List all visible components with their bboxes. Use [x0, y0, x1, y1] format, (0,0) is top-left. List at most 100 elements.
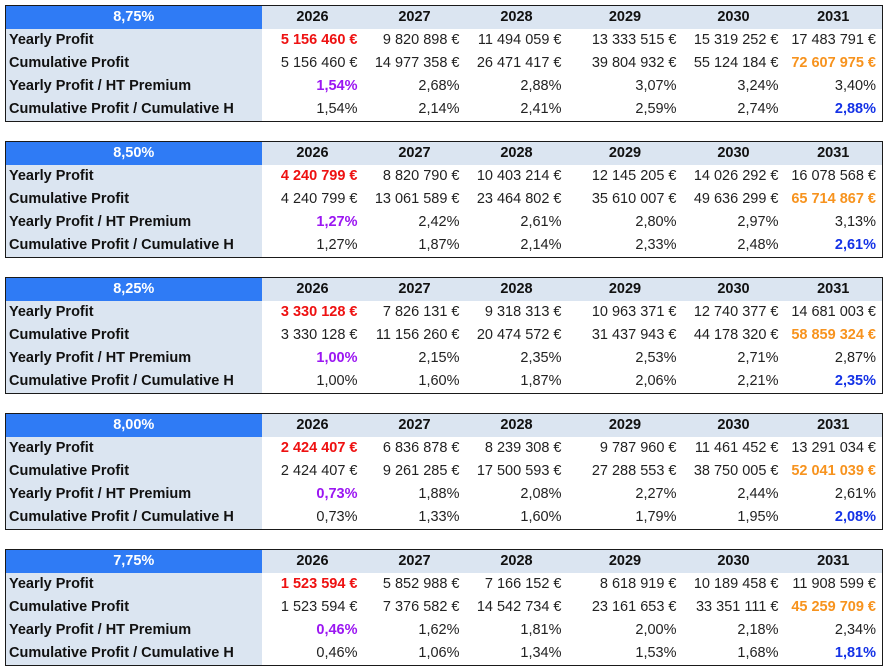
row-label: Yearly Profit — [5, 573, 262, 596]
year-cell: 2027 — [363, 277, 466, 301]
value-cell: 2,44% — [737, 486, 779, 502]
year-cell: 2031 — [784, 5, 883, 29]
scenario-table: 8,75% 2026 2027 2028 2029 2030 2031 Yearly Prof… — [5, 5, 883, 122]
year-cell: 2026 — [261, 5, 364, 29]
value-cell: 3,07% — [635, 78, 677, 94]
rate-cell: 8,50% — [5, 141, 262, 165]
value-cell: 65 714 867 € — [791, 191, 876, 207]
value-cell: 2,35% — [834, 373, 876, 389]
value-cell: 2,42% — [418, 214, 460, 230]
value-cell: 2,88% — [520, 78, 562, 94]
value-cell: 0,73% — [316, 509, 358, 525]
yearly-ratio-row: Yearly Profit / HT Premium 0,73% 1,88% 2,08… — [5, 483, 883, 506]
value-cell: 33 351 111 € — [695, 599, 779, 615]
value-cell: 52 041 039 € — [791, 463, 876, 479]
value-cell: 3,24% — [737, 78, 779, 94]
value-cell: 1,81% — [520, 622, 562, 638]
value-cell: 2,41% — [520, 101, 562, 117]
header-row: 8,50% 2026 2027 2028 2029 2030 2031 — [5, 141, 883, 165]
yearly-profit-row: Yearly Profit 3 330 128 € 7 826 131 € 9 318… — [5, 301, 883, 324]
value-cell: 4 240 799 € — [280, 191, 358, 207]
cumulative-profit-row: Cumulative Profit 4 240 799 € 13 061 589 €… — [5, 188, 883, 211]
year-cell: 2031 — [784, 549, 883, 573]
value-cell: 11 494 059 € — [477, 32, 562, 48]
value-cell: 31 437 943 € — [591, 327, 677, 343]
value-cell: 38 750 005 € — [693, 463, 779, 479]
value-cell: 2,88% — [834, 101, 876, 117]
value-cell: 44 178 320 € — [693, 327, 779, 343]
year-cell: 2026 — [261, 413, 364, 437]
value-cell: 15 319 252 € — [693, 32, 779, 48]
year-cell: 2028 — [465, 413, 568, 437]
value-cell: 13 061 589 € — [374, 191, 460, 207]
row-label: Cumulative Profit / Cumulative H — [5, 642, 262, 666]
value-cell: 1,00% — [316, 373, 358, 389]
value-cell: 2,53% — [635, 350, 677, 366]
value-cell: 9 261 285 € — [382, 463, 460, 479]
value-cell: 10 963 371 € — [591, 304, 677, 320]
value-cell: 49 636 299 € — [693, 191, 779, 207]
row-label: Yearly Profit — [5, 301, 262, 324]
value-cell: 1,54% — [316, 101, 358, 117]
rate-cell: 7,75% — [5, 549, 262, 573]
year-cell: 2029 — [567, 141, 683, 165]
row-label: Yearly Profit / HT Premium — [5, 619, 262, 642]
value-cell: 2,61% — [834, 486, 876, 502]
value-cell: 8 618 919 € — [599, 576, 677, 592]
value-cell: 2 424 407 € — [280, 440, 358, 456]
value-cell: 45 259 709 € — [791, 599, 876, 615]
value-cell: 8 239 308 € — [484, 440, 562, 456]
value-cell: 17 483 791 € — [791, 32, 876, 48]
yearly-ratio-row: Yearly Profit / HT Premium 1,00% 2,15% 2,35… — [5, 347, 883, 370]
value-cell: 7 166 152 € — [484, 576, 562, 592]
value-cell: 2,59% — [635, 101, 677, 117]
year-cell: 2028 — [465, 141, 568, 165]
row-label: Cumulative Profit / Cumulative H — [5, 506, 262, 530]
value-cell: 3 330 128 € — [280, 304, 358, 320]
year-cell: 2030 — [682, 413, 785, 437]
value-cell: 1,34% — [520, 645, 562, 661]
value-cell: 2,87% — [834, 350, 876, 366]
value-cell: 7 826 131 € — [382, 304, 460, 320]
rate-cell: 8,75% — [5, 5, 262, 29]
value-cell: 2,14% — [418, 101, 460, 117]
row-label: Cumulative Profit / Cumulative H — [5, 234, 262, 258]
value-cell: 2,71% — [737, 350, 779, 366]
value-cell: 8 820 790 € — [382, 168, 460, 184]
row-label: Cumulative Profit / Cumulative H — [5, 98, 262, 122]
year-cell: 2030 — [682, 277, 785, 301]
cumulative-ratio-row: Cumulative Profit / Cumulative H 0,73% 1,3… — [5, 506, 883, 530]
scenario-table: 8,25% 2026 2027 2028 2029 2030 2031 Yearly Prof… — [5, 277, 883, 394]
value-cell: 5 156 460 € — [280, 32, 358, 48]
row-label: Yearly Profit — [5, 165, 262, 188]
year-cell: 2031 — [784, 141, 883, 165]
cumulative-ratio-row: Cumulative Profit / Cumulative H 1,00% 1,6… — [5, 370, 883, 394]
year-cell: 2030 — [682, 549, 785, 573]
row-label: Cumulative Profit / Cumulative H — [5, 370, 262, 394]
value-cell: 2,08% — [520, 486, 562, 502]
value-cell: 1,60% — [418, 373, 460, 389]
value-cell: 1,95% — [737, 509, 779, 525]
row-label: Yearly Profit / HT Premium — [5, 211, 262, 234]
value-cell: 1,68% — [737, 645, 779, 661]
year-cell: 2027 — [363, 5, 466, 29]
year-cell: 2027 — [363, 141, 466, 165]
value-cell: 12 145 205 € — [591, 168, 677, 184]
value-cell: 1,79% — [635, 509, 677, 525]
rate-cell: 8,25% — [5, 277, 262, 301]
row-label: Cumulative Profit — [5, 460, 262, 483]
value-cell: 26 471 417 € — [476, 55, 562, 71]
value-cell: 16 078 568 € — [791, 168, 876, 184]
value-cell: 14 542 734 € — [476, 599, 562, 615]
cumulative-profit-row: Cumulative Profit 5 156 460 € 14 977 358 €… — [5, 52, 883, 75]
value-cell: 1,54% — [316, 78, 358, 94]
value-cell: 0,46% — [316, 645, 358, 661]
row-label: Cumulative Profit — [5, 324, 262, 347]
value-cell: 12 740 377 € — [693, 304, 779, 320]
header-row: 8,25% 2026 2027 2028 2029 2030 2031 — [5, 277, 883, 301]
row-label: Yearly Profit — [5, 29, 262, 52]
year-cell: 2028 — [465, 5, 568, 29]
value-cell: 14 026 292 € — [693, 168, 779, 184]
value-cell: 3 330 128 € — [280, 327, 358, 343]
year-cell: 2030 — [682, 5, 785, 29]
